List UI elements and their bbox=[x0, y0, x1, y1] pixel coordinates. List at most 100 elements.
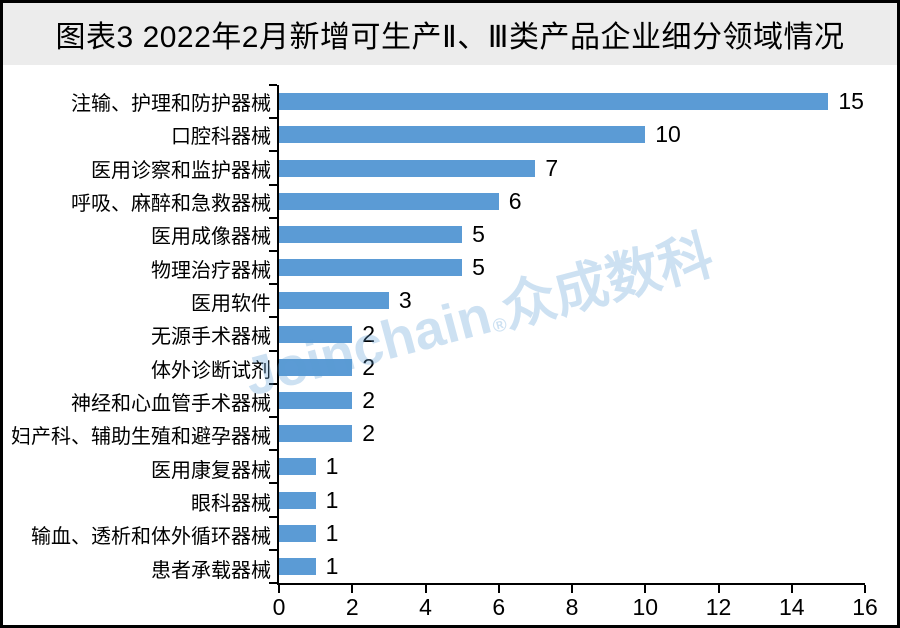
x-axis-tick bbox=[644, 585, 647, 593]
x-axis-tick-label: 8 bbox=[565, 594, 579, 620]
category-label: 眼科器械 bbox=[191, 493, 271, 516]
y-axis-tick bbox=[269, 582, 277, 584]
y-axis-tick bbox=[269, 548, 277, 551]
category-label: 口腔科器械 bbox=[171, 126, 271, 149]
y-axis-tick bbox=[269, 150, 277, 153]
x-axis-tick bbox=[717, 585, 720, 593]
x-axis-tick-label: 4 bbox=[419, 594, 432, 620]
bar-value-label: 2 bbox=[362, 420, 376, 447]
bar-value-label: 2 bbox=[362, 320, 376, 347]
bar-value-label: 15 bbox=[838, 88, 864, 115]
bar-value-label: 2 bbox=[362, 386, 376, 413]
bar bbox=[279, 325, 353, 343]
bar-row: 7 bbox=[279, 151, 865, 184]
bar bbox=[279, 458, 316, 476]
bar-value-label: 6 bbox=[508, 187, 522, 214]
bar-value-label: 1 bbox=[325, 486, 339, 513]
x-axis-tick bbox=[790, 585, 793, 593]
x-axis-tick bbox=[278, 585, 280, 593]
y-axis-tick bbox=[269, 249, 277, 252]
bar-row: 3 bbox=[279, 284, 865, 317]
bar bbox=[279, 192, 499, 210]
category-label: 患者承载器械 bbox=[151, 559, 271, 582]
category-label: 注输、护理和防护器械 bbox=[71, 93, 271, 116]
y-axis-tick bbox=[269, 415, 277, 418]
y-axis-tick bbox=[269, 349, 277, 352]
chart-title: 图表3 2022年2月新增可生产Ⅱ、Ⅲ类产品企业细分领域情况 bbox=[3, 3, 897, 65]
bar-row: 6 bbox=[279, 185, 865, 218]
category-axis-labels: 注输、护理和防护器械口腔科器械医用诊察和监护器械呼吸、麻醉和急救器械医用成像器械… bbox=[3, 85, 271, 585]
y-axis-tick bbox=[269, 216, 277, 219]
y-axis-tick bbox=[269, 117, 277, 120]
bar bbox=[279, 93, 829, 111]
x-axis-tick-label: 10 bbox=[632, 594, 659, 620]
y-axis-tick bbox=[269, 183, 277, 186]
y-axis-tick bbox=[269, 482, 277, 485]
bar bbox=[279, 126, 646, 144]
bar-row: 1 bbox=[279, 450, 865, 483]
bar-row: 2 bbox=[279, 317, 865, 350]
x-axis-tick bbox=[424, 585, 427, 593]
y-axis-tick bbox=[269, 283, 277, 286]
x-axis-tick-label: 16 bbox=[852, 594, 878, 620]
bar-row: 2 bbox=[279, 351, 865, 384]
bar bbox=[279, 225, 463, 243]
category-label: 物理治疗器械 bbox=[151, 259, 271, 282]
bar bbox=[279, 259, 463, 277]
bar-row: 5 bbox=[279, 218, 865, 251]
bar bbox=[279, 159, 536, 177]
bar-row: 5 bbox=[279, 251, 865, 284]
x-axis-tick-label: 2 bbox=[345, 594, 359, 620]
bar bbox=[279, 491, 316, 509]
plot-region: 注输、护理和防护器械口腔科器械医用诊察和监护器械呼吸、麻醉和急救器械医用成像器械… bbox=[3, 65, 897, 625]
bar-row: 1 bbox=[279, 483, 865, 516]
category-label: 医用诊察和监护器械 bbox=[91, 159, 271, 182]
x-axis-tick-label: 12 bbox=[705, 594, 732, 620]
y-axis-tick bbox=[269, 515, 277, 518]
bar bbox=[279, 524, 316, 542]
bar-row: 1 bbox=[279, 517, 865, 550]
category-label: 妇产科、辅助生殖和避孕器械 bbox=[11, 426, 271, 449]
x-axis-tick bbox=[351, 585, 354, 593]
y-axis-tick bbox=[269, 449, 277, 452]
bar-row: 2 bbox=[279, 417, 865, 450]
bar-value-label: 7 bbox=[545, 154, 559, 181]
bar-row: 15 bbox=[279, 85, 865, 118]
x-axis-tick-label: 0 bbox=[272, 594, 286, 620]
bar-row: 1 bbox=[279, 550, 865, 583]
bar-value-label: 2 bbox=[362, 353, 376, 380]
y-axis-tick bbox=[269, 84, 277, 86]
category-label: 医用康复器械 bbox=[151, 459, 271, 482]
y-axis-tick bbox=[269, 316, 277, 319]
bar bbox=[279, 391, 353, 409]
x-axis-tick bbox=[571, 585, 573, 593]
bar bbox=[279, 425, 353, 443]
bar-value-label: 5 bbox=[472, 254, 485, 281]
bar-value-label: 1 bbox=[325, 519, 339, 546]
bar-value-label: 10 bbox=[655, 121, 681, 148]
bar-value-label: 1 bbox=[325, 453, 339, 480]
x-axis-tick-label: 6 bbox=[492, 594, 506, 620]
category-label: 医用成像器械 bbox=[151, 226, 271, 249]
bar-value-label: 1 bbox=[325, 552, 339, 579]
bar-value-label: 3 bbox=[398, 287, 412, 314]
bar-value-label: 5 bbox=[472, 220, 485, 247]
x-axis-tick-label: 14 bbox=[778, 594, 805, 620]
plot-axes: 15 10 7 6 5 5 3 2 2 2 2 1 1 1 1 0 2 4 6 8 10 12 14 16 bbox=[269, 84, 878, 619]
bar bbox=[279, 557, 316, 575]
bar bbox=[279, 292, 389, 310]
category-label: 神经和心血管手术器械 bbox=[71, 393, 271, 416]
x-axis-tick bbox=[864, 585, 866, 593]
category-label: 医用软件 bbox=[191, 293, 271, 316]
bar-row: 10 bbox=[279, 118, 865, 151]
category-label: 体外诊断试剂 bbox=[151, 359, 271, 382]
category-label: 无源手术器械 bbox=[151, 326, 271, 349]
category-label: 呼吸、麻醉和急救器械 bbox=[71, 193, 271, 216]
bar-rows: 15 10 7 6 5 5 3 2 2 2 2 1 1 1 1 bbox=[279, 85, 865, 583]
bar-row: 2 bbox=[279, 384, 865, 417]
bar bbox=[279, 358, 353, 376]
x-axis-tick bbox=[497, 585, 500, 593]
y-axis-tick bbox=[269, 382, 277, 385]
category-label: 输血、透析和体外循环器械 bbox=[31, 526, 271, 549]
